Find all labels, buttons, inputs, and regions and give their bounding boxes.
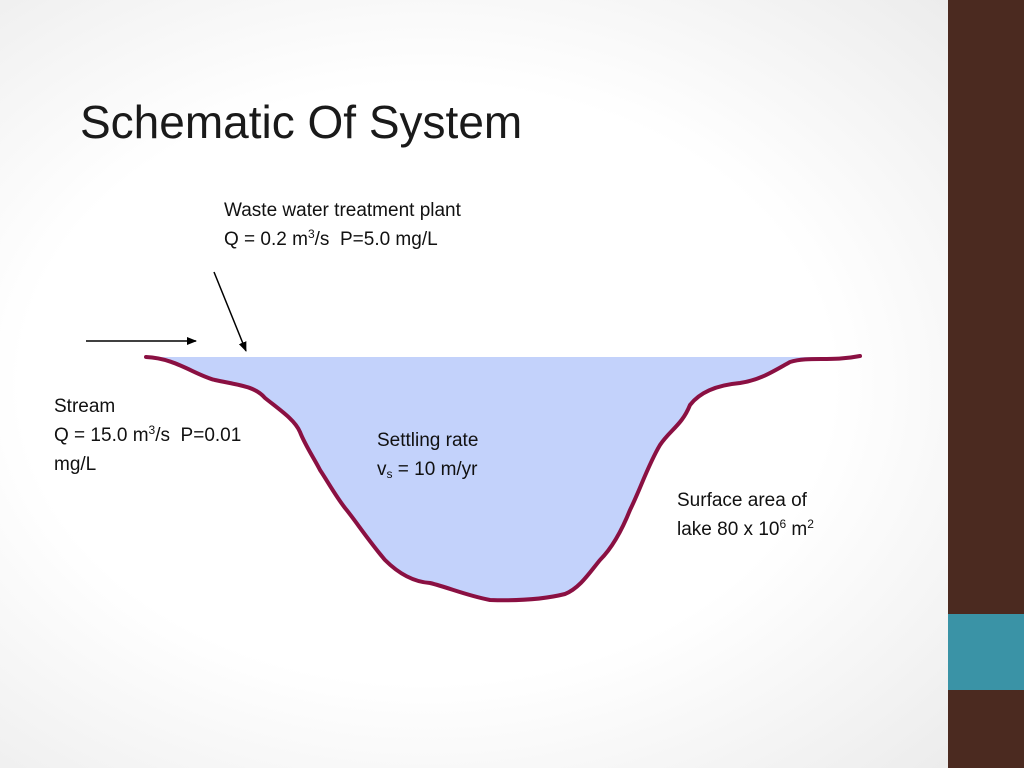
stream-label: Stream Q = 15.0 m3/s P=0.01 mg/L xyxy=(54,392,241,479)
settling-rate-label: Settling rate vs = 10 m/yr xyxy=(377,426,478,484)
wwtp-flow-line: Q = 0.2 m3/s P=5.0 mg/L xyxy=(224,227,438,250)
stream-name: Stream xyxy=(54,396,116,417)
lake-diagram xyxy=(86,271,862,603)
wwtp-name: Waste water treatment plant xyxy=(224,200,461,221)
surface-area-label: Surface area of lake 80 x 106 m2 xyxy=(677,486,814,544)
settling-rate-value: vs = 10 m/yr xyxy=(377,459,478,481)
side-accent-block xyxy=(948,614,1024,690)
slide-title: Schematic Of System xyxy=(80,96,523,148)
lake-outline xyxy=(144,354,862,603)
stream-units-line: mg/L xyxy=(54,454,97,475)
lake-water xyxy=(150,357,858,601)
surface-area-line2: lake 80 x 106 m2 xyxy=(677,517,814,540)
stream-flow-line: Q = 15.0 m3/s P=0.01 xyxy=(54,423,242,446)
settling-rate-name: Settling rate xyxy=(377,430,479,451)
surface-area-line1: Surface area of xyxy=(677,490,807,511)
wwtp-label: Waste water treatment plant Q = 0.2 m3/s… xyxy=(224,196,461,254)
wwtp-inflow-arrow xyxy=(213,271,247,352)
